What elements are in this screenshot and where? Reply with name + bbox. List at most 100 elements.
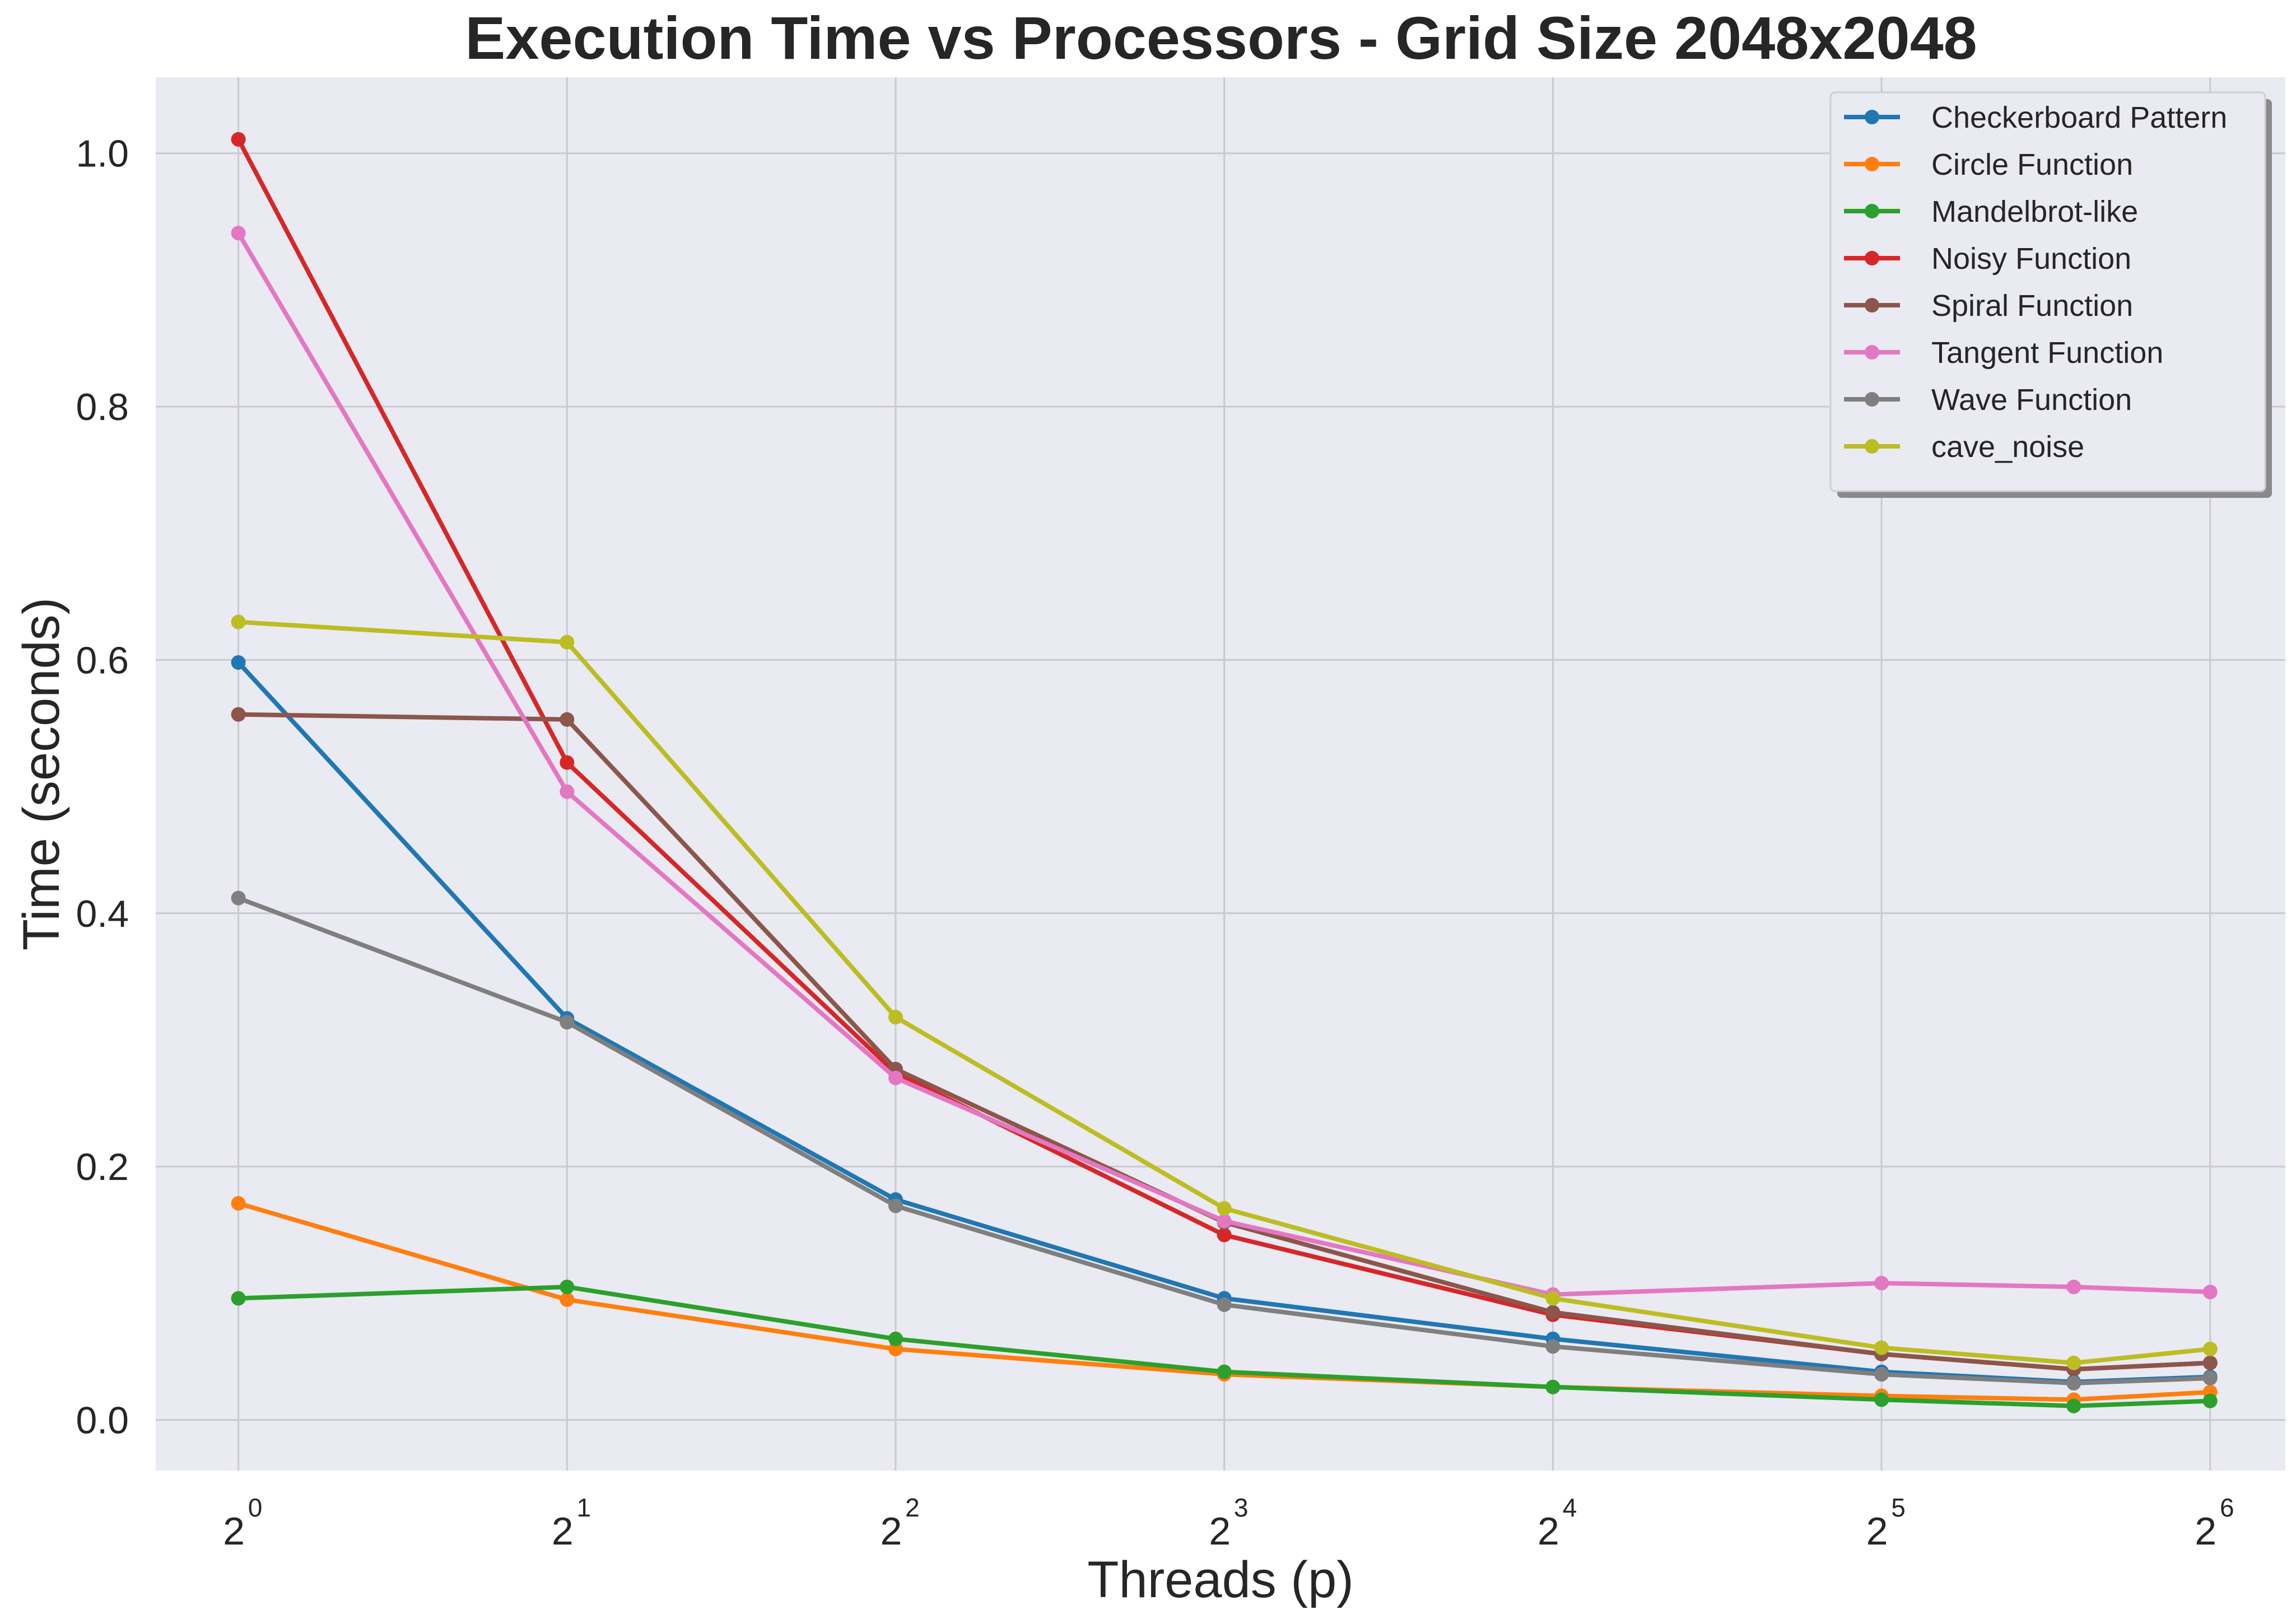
series-layer (231, 132, 2218, 1413)
legend-item: Spiral Function (1844, 289, 2133, 323)
data-point (1874, 1276, 1889, 1291)
series-line (236, 231, 2213, 1297)
data-point (1217, 1201, 1232, 1216)
data-point (888, 1341, 903, 1356)
x-tick-label: 2 (223, 1509, 245, 1553)
data-point (231, 1291, 246, 1306)
data-point (560, 1292, 575, 1307)
legend-marker (1865, 392, 1879, 407)
y-tick-label: 0.0 (76, 1399, 129, 1442)
legend-marker (1865, 345, 1879, 360)
legend-marker (1865, 439, 1879, 454)
y-tick-label: 0.6 (76, 639, 129, 682)
legend-marker (1865, 110, 1879, 124)
chart-title: Execution Time vs Processors - Grid Size… (465, 4, 1977, 72)
legend-label: Checkerboard Pattern (1931, 101, 2227, 134)
data-point (231, 890, 246, 906)
series-line (236, 895, 2213, 1385)
data-point (2066, 1355, 2081, 1370)
legend-label: cave_noise (1931, 430, 2084, 464)
legend-item: Checkerboard Pattern (1844, 101, 2227, 134)
data-point (2066, 1398, 2081, 1413)
data-point (231, 1196, 246, 1211)
series-cave-noise (231, 614, 2218, 1370)
x-axis-label: Threads (p) (1087, 1551, 1354, 1608)
data-point (560, 1015, 575, 1030)
legend-marker (1865, 251, 1879, 265)
legend-label: Circle Function (1931, 148, 2133, 181)
data-point (560, 1280, 575, 1295)
data-point (1545, 1305, 1561, 1320)
data-point (888, 1331, 903, 1346)
data-point (2202, 1285, 2218, 1300)
x-tick-label-exponent: 0 (248, 1493, 263, 1522)
x-tick-label: 2 (552, 1509, 574, 1553)
y-tick-label: 0.8 (76, 386, 129, 428)
legend-label: Wave Function (1931, 383, 2132, 417)
data-point (1545, 1379, 1561, 1394)
data-point (1545, 1339, 1561, 1354)
data-point (2202, 1370, 2218, 1385)
legend-label: Noisy Function (1931, 242, 2131, 276)
x-tick-label: 2 (1866, 1509, 1888, 1553)
legend-box (1829, 91, 2266, 492)
series-line (236, 619, 2213, 1365)
y-axis-label: Time (seconds) (13, 598, 70, 951)
data-point (560, 755, 575, 770)
y-tick-label: 0.4 (76, 893, 129, 935)
x-tick-label: 2 (1209, 1509, 1231, 1553)
data-point (231, 655, 246, 670)
data-point (231, 707, 246, 722)
data-point (1217, 1364, 1232, 1379)
data-point (1874, 1392, 1889, 1407)
data-point (231, 132, 246, 147)
legend-item: Mandelbrot-like (1844, 195, 2138, 228)
legend-label: Spiral Function (1931, 289, 2133, 323)
x-tick-label-exponent: 5 (1891, 1493, 1906, 1522)
series-tangent-function (231, 226, 2218, 1302)
data-point (1545, 1291, 1561, 1306)
data-point (2066, 1375, 2081, 1391)
x-tick-label-exponent: 6 (2220, 1493, 2234, 1522)
legend-marker (1865, 157, 1879, 171)
x-tick-label-exponent: 1 (576, 1493, 591, 1522)
data-point (1874, 1367, 1889, 1382)
x-tick-label-exponent: 2 (905, 1493, 920, 1522)
legend-item: Wave Function (1844, 383, 2132, 417)
series-line (236, 712, 2213, 1372)
series-line (236, 1285, 2213, 1408)
x-tick-label: 2 (881, 1509, 902, 1553)
series-mandelbrot-like (231, 1280, 2218, 1413)
legend-item: Noisy Function (1844, 242, 2131, 276)
legend-label: Tangent Function (1931, 336, 2163, 370)
x-tick-label: 2 (1538, 1509, 1559, 1553)
data-point (2202, 1355, 2218, 1370)
legend-item: cave_noise (1844, 430, 2084, 464)
data-point (2202, 1393, 2218, 1408)
data-point (888, 1198, 903, 1214)
data-point (1217, 1228, 1232, 1243)
legend-marker (1865, 204, 1879, 218)
series-wave-function (231, 890, 2218, 1391)
data-point (560, 784, 575, 799)
legend-item: Tangent Function (1844, 336, 2163, 370)
data-point (2202, 1341, 2218, 1356)
data-point (1217, 1297, 1232, 1312)
legend-item: Circle Function (1844, 148, 2133, 181)
data-point (231, 226, 246, 241)
x-tick-label-exponent: 4 (1563, 1493, 1577, 1522)
data-point (1217, 1214, 1232, 1229)
data-point (560, 712, 575, 727)
y-tick-label: 0.2 (76, 1146, 129, 1188)
data-point (560, 634, 575, 650)
data-point (1874, 1340, 1889, 1355)
x-tick-label: 2 (2195, 1509, 2216, 1553)
data-point (231, 614, 246, 629)
legend-marker (1865, 298, 1879, 312)
legend-label: Mandelbrot-like (1931, 195, 2138, 228)
x-tick-label-exponent: 3 (1234, 1493, 1249, 1522)
data-point (888, 1010, 903, 1025)
legend: Checkerboard Pattern Circle Function Mande… (1829, 91, 2272, 498)
